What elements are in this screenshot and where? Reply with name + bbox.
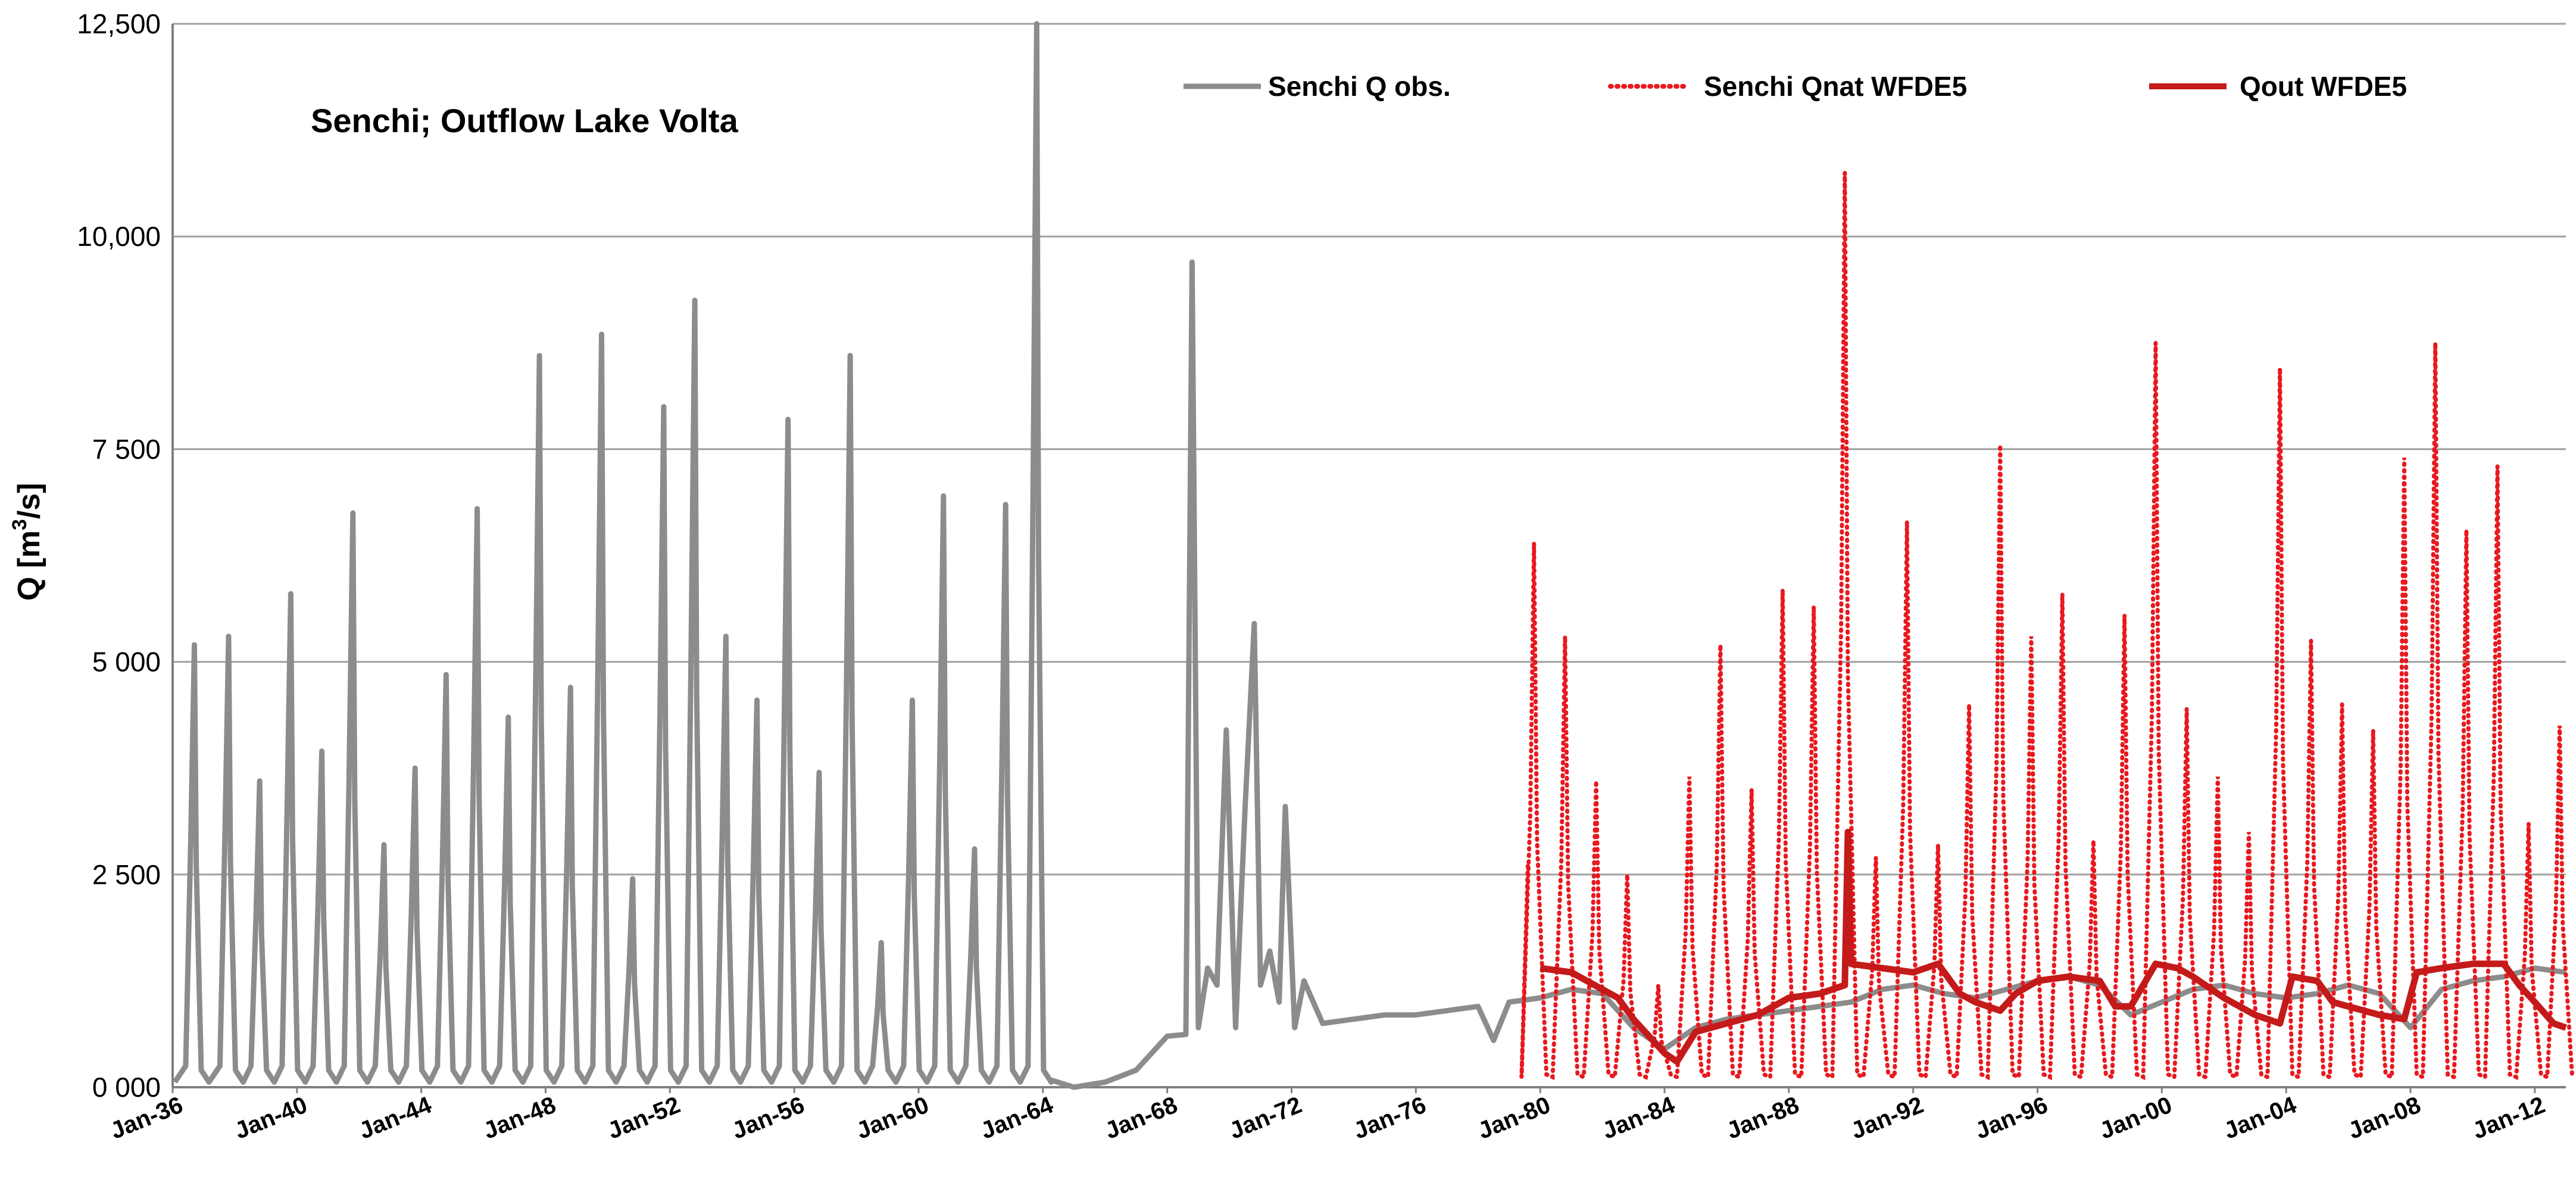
legend-label-qnat: Senchi Qnat WFDE5 bbox=[1704, 71, 1967, 102]
y-tick-labels: 0 000 2 500 5 000 7 500 10,000 12,500 bbox=[77, 8, 161, 1103]
y-tick-label: 2 500 bbox=[92, 859, 161, 890]
x-tick-label: Jan-52 bbox=[604, 1092, 684, 1144]
y-tick-label: 0 000 bbox=[92, 1072, 161, 1103]
x-tick-label: Jan-12 bbox=[2469, 1092, 2549, 1144]
x-tick-label: Jan-40 bbox=[231, 1092, 311, 1144]
x-tick-label: Jan-76 bbox=[1350, 1092, 1430, 1144]
x-tick-label: Jan-44 bbox=[355, 1091, 436, 1144]
x-tick-labels: Jan-36 Jan-40 Jan-44 Jan-48 Jan-52 Jan-56 Jan-… bbox=[107, 1091, 2549, 1144]
x-tick-label: Jan-48 bbox=[480, 1092, 560, 1144]
x-tick-label: Jan-96 bbox=[1972, 1092, 2052, 1144]
y-tick-label: 5 000 bbox=[92, 647, 161, 678]
x-tick-label: Jan-92 bbox=[1847, 1092, 1927, 1144]
x-tick-label: Jan-56 bbox=[729, 1092, 808, 1144]
x-tick-label: Jan-68 bbox=[1101, 1092, 1181, 1144]
series-lines bbox=[172, 21, 2574, 1090]
x-tick-label: Jan-88 bbox=[1723, 1092, 1803, 1144]
y-axis-title: Q [m3/s] bbox=[8, 483, 46, 601]
x-tick-label: Jan-08 bbox=[2344, 1092, 2424, 1144]
legend-label-qout: Qout WFDE5 bbox=[2240, 71, 2407, 102]
x-tick-label: Jan-60 bbox=[853, 1092, 932, 1144]
x-tick-label: Jan-84 bbox=[1598, 1091, 1679, 1144]
legend: Senchi Q obs. Senchi Qnat WFDE5 Qout WFD… bbox=[1184, 71, 2407, 102]
series-line-obs bbox=[172, 21, 2566, 1090]
legend-label-obs: Senchi Q obs. bbox=[1268, 71, 1451, 102]
y-tick-label: 7 500 bbox=[92, 433, 161, 464]
series-line-qnat bbox=[1519, 172, 2574, 1081]
axes bbox=[171, 24, 2566, 1093]
x-tick-label: Jan-00 bbox=[2096, 1092, 2176, 1144]
x-tick-label: Jan-72 bbox=[1226, 1092, 1306, 1144]
grid-lines bbox=[173, 23, 2566, 876]
y-tick-label: 12,500 bbox=[77, 8, 161, 39]
x-tick-label: Jan-64 bbox=[977, 1091, 1057, 1144]
chart-annotation: Senchi; Outflow Lake Volta bbox=[311, 102, 739, 139]
x-tick-label: Jan-80 bbox=[1475, 1092, 1554, 1144]
series-line-qout bbox=[1540, 828, 2567, 1065]
x-tick-label: Jan-04 bbox=[2220, 1091, 2300, 1144]
y-tick-label: 10,000 bbox=[77, 221, 161, 252]
